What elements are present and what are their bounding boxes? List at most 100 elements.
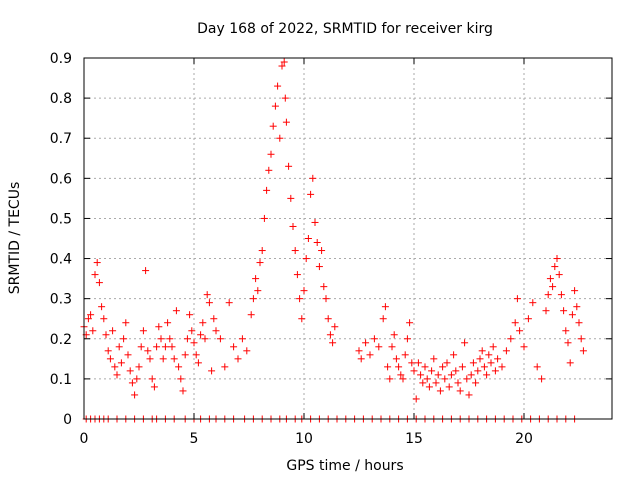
- data-point-0-46: [181, 351, 189, 359]
- y-tick-label-6: 0.6: [50, 171, 72, 187]
- data-point-0-39: [166, 335, 174, 343]
- data-point-0-153: [465, 391, 473, 399]
- data-point-0-139: [434, 371, 442, 379]
- x-tick-label-3: 15: [405, 431, 423, 447]
- data-point-0-186: [560, 307, 568, 315]
- data-point-0-62: [221, 363, 229, 371]
- data-point-0-105: [326, 331, 334, 339]
- y-tick-label-2: 0.2: [50, 332, 72, 348]
- data-point-0-15: [113, 371, 121, 379]
- data-point-0-63: [225, 299, 233, 307]
- data-point-0-125: [403, 335, 411, 343]
- y-tick-label-0: 0: [63, 412, 72, 428]
- data-point-0-17: [117, 359, 125, 367]
- data-point-0-12: [106, 355, 114, 363]
- data-point-0-42: [172, 307, 180, 315]
- data-point-0-128: [410, 367, 418, 375]
- y-tick-label-8: 0.8: [50, 91, 72, 107]
- data-point-0-30: [146, 355, 154, 363]
- data-point-0-140: [436, 387, 444, 395]
- data-point-0-159: [478, 347, 486, 355]
- x-tick-label-0: 0: [80, 431, 89, 447]
- data-point-0-67: [243, 347, 251, 355]
- data-point-0-7: [95, 279, 103, 287]
- data-point-0-94: [302, 255, 310, 263]
- data-point-0-144: [445, 383, 453, 391]
- data-point-0-172: [516, 327, 524, 335]
- data-point-0-110: [362, 339, 370, 347]
- data-point-0-58: [208, 367, 216, 375]
- data-point-0-99: [313, 239, 321, 247]
- data-point-0-143: [443, 359, 451, 367]
- data-point-0-52: [194, 359, 202, 367]
- data-point-0-176: [533, 363, 541, 371]
- data-point-0-131: [417, 371, 425, 379]
- data-point-0-158: [476, 355, 484, 363]
- data-point-0-188: [564, 339, 572, 347]
- data-point-0-41: [170, 355, 178, 363]
- data-point-0-61: [216, 335, 224, 343]
- data-point-0-31: [148, 375, 156, 383]
- data-point-0-149: [456, 387, 464, 395]
- data-point-0-18: [120, 335, 128, 343]
- data-point-0-78: [269, 122, 277, 130]
- data-point-0-160: [480, 363, 488, 371]
- data-point-0-137: [430, 355, 438, 363]
- data-point-0-65: [234, 355, 242, 363]
- data-point-0-162: [485, 351, 493, 359]
- data-point-0-92: [298, 315, 306, 323]
- data-point-0-20: [124, 351, 132, 359]
- data-point-0-85: [282, 118, 290, 126]
- data-point-0-183: [553, 255, 561, 263]
- data-point-0-142: [441, 375, 449, 383]
- x-tick-label-2: 10: [295, 431, 313, 447]
- data-point-0-73: [258, 247, 266, 255]
- data-point-0-49: [188, 327, 196, 335]
- data-point-0-60: [212, 327, 220, 335]
- data-point-0-193: [575, 319, 583, 327]
- data-point-0-174: [524, 315, 532, 323]
- data-point-0-59: [210, 315, 218, 323]
- data-point-0-26: [137, 343, 145, 351]
- data-point-0-135: [425, 383, 433, 391]
- data-point-0-48: [186, 311, 194, 319]
- data-point-0-169: [507, 335, 515, 343]
- data-point-0-127: [408, 359, 416, 367]
- data-point-0-79: [271, 102, 279, 110]
- data-point-0-69: [249, 295, 257, 303]
- data-point-0-89: [291, 247, 299, 255]
- data-point-0-108: [355, 347, 363, 355]
- data-point-0-45: [179, 387, 187, 395]
- y-tick-label-7: 0.7: [50, 131, 72, 147]
- data-point-0-76: [265, 166, 273, 174]
- y-axis-label: SRMTID / TECUs: [7, 182, 23, 295]
- data-point-0-81: [276, 134, 284, 142]
- data-point-0-36: [159, 355, 167, 363]
- data-point-0-77: [267, 150, 275, 158]
- data-point-0-5: [91, 271, 99, 279]
- data-point-0-4: [89, 327, 97, 335]
- data-point-0-103: [322, 295, 330, 303]
- y-tick-label-1: 0.1: [50, 372, 72, 388]
- data-point-0-47: [183, 335, 191, 343]
- data-point-0-32: [150, 383, 158, 391]
- data-point-0-129: [412, 395, 420, 403]
- data-point-0-14: [111, 363, 119, 371]
- data-point-0-40: [168, 343, 176, 351]
- data-point-0-112: [370, 335, 378, 343]
- data-point-0-141: [439, 363, 447, 371]
- data-point-0-57: [205, 299, 213, 307]
- x-axis-label: GPS time / hours: [286, 458, 403, 474]
- data-point-0-35: [157, 335, 165, 343]
- data-point-0-102: [320, 283, 328, 291]
- data-point-0-152: [463, 375, 471, 383]
- plot-frame: [83, 57, 613, 420]
- data-point-0-179: [544, 291, 552, 299]
- data-point-0-9: [100, 315, 108, 323]
- data-point-0-115: [381, 303, 389, 311]
- data-point-0-120: [392, 355, 400, 363]
- data-point-0-95: [304, 235, 312, 242]
- data-point-0-171: [513, 295, 521, 303]
- data-point-0-33: [153, 343, 161, 351]
